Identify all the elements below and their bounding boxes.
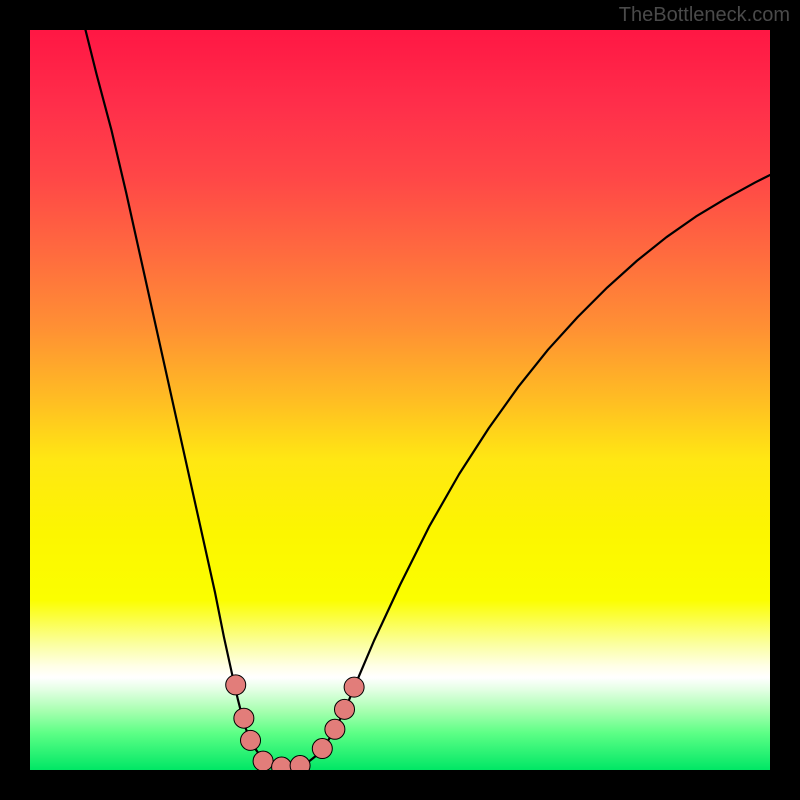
marker-dot	[325, 719, 345, 739]
watermark-text: TheBottleneck.com	[619, 4, 790, 27]
marker-dot	[290, 756, 310, 770]
marker-dot	[344, 677, 364, 697]
marker-dot	[226, 675, 246, 695]
curve-markers	[226, 675, 364, 770]
marker-dot	[272, 757, 292, 770]
marker-dot	[234, 708, 254, 728]
marker-dot	[312, 739, 332, 759]
curve-left-branch	[86, 30, 282, 767]
marker-dot	[335, 699, 355, 719]
curve-layer	[30, 30, 770, 770]
marker-dot	[253, 751, 273, 770]
chart-plot-area	[30, 30, 770, 770]
marker-dot	[241, 730, 261, 750]
